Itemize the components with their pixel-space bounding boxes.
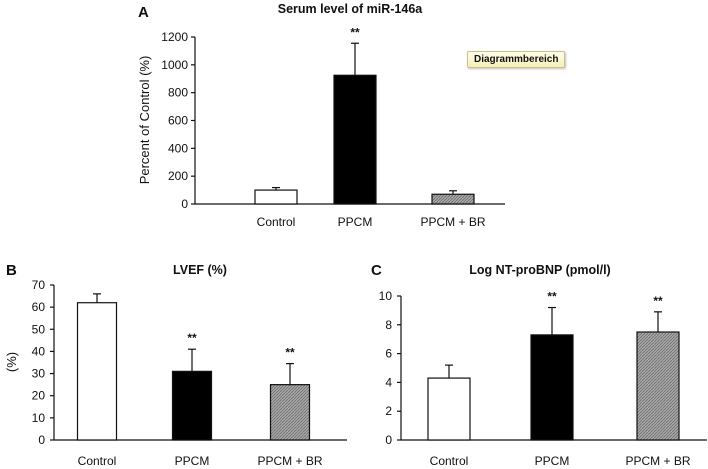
chart-c-significance: ** — [653, 294, 663, 308]
chart-b-title: LVEF (%) — [173, 263, 227, 277]
chart-a-bar — [254, 189, 298, 205]
chart-a-y-tick-label: 0 — [181, 197, 188, 211]
chart-a-y-tick-label: 1200 — [161, 30, 188, 44]
chart-c-category-label: PPCM + BR — [625, 454, 690, 468]
chart-c-y-tick-label: 10 — [379, 289, 393, 303]
chart-c-bar — [530, 334, 574, 441]
chart-c-title: Log NT-proBNP (pmol/l) — [469, 263, 610, 277]
chart-a-category-label: PPCM — [338, 215, 373, 229]
chart-a-bar — [333, 74, 377, 205]
chart-a-y-axis-label: Percent of Control (%) — [137, 56, 152, 185]
chart-area-tooltip: Diagrammbereich — [467, 51, 566, 68]
panel-letter-a: A — [138, 4, 149, 21]
chart-c-y-tick-label: 0 — [385, 433, 392, 447]
chart-b-bar — [76, 302, 118, 441]
chart-a-significance: ** — [350, 25, 360, 39]
chart-a-y-tick-label: 800 — [168, 86, 188, 100]
chart-a-category-label: PPCM + BR — [420, 215, 485, 229]
chart-a-title: Serum level of miR-146a — [278, 2, 424, 16]
chart-c-significance: ** — [547, 290, 557, 304]
chart-c-y-tick-label: 6 — [385, 347, 392, 361]
chart-b-category-label: Control — [78, 454, 117, 468]
chart-c-y-tick-label: 8 — [385, 318, 392, 332]
chart-a-plot: 0 200 400 600 800 1000 1200 Control ** PPCM PPCM +… — [161, 25, 505, 229]
chart-a-y-tick-label: 600 — [168, 114, 188, 128]
chart-b-y-tick-label: 50 — [32, 322, 46, 336]
chart-a-y-tick-label: 1000 — [161, 58, 188, 72]
panel-letter-b: B — [6, 262, 17, 279]
chart-c-category-label: PPCM — [535, 454, 570, 468]
chart-b-bar — [269, 384, 311, 441]
chart-c-y-tick-label: 4 — [385, 375, 392, 389]
chart-b-category-label: PPCM + BR — [257, 454, 322, 468]
chart-b-y-tick-label: 10 — [32, 411, 46, 425]
chart-c-category-label: Control — [430, 454, 469, 468]
chart-b-significance: ** — [187, 331, 197, 345]
panel-letter-c: C — [371, 262, 382, 279]
chart-b-y-tick-label: 60 — [32, 300, 46, 314]
chart-b-y-tick-label: 20 — [32, 389, 46, 403]
chart-b-bar — [171, 370, 213, 441]
chart-a-y-tick-label: 400 — [168, 141, 188, 155]
chart-c-plot: 0 2 4 6 8 10 Control ** PPCM ** PPCM + BR — [379, 289, 707, 468]
chart-b-y-axis-label: (%) — [4, 352, 19, 372]
chart-b-plot: 0 10 20 30 40 50 60 70 Control ** PPCM ** PPCM + BR — [32, 278, 347, 468]
chart-c-y-tick-label: 2 — [385, 404, 392, 418]
chart-b-y-tick-label: 30 — [32, 367, 46, 381]
chart-b-significance: ** — [285, 346, 295, 360]
chart-a-y-tick-label: 200 — [168, 169, 188, 183]
chart-b-y-tick-label: 70 — [32, 278, 46, 292]
chart-c-bar — [427, 377, 471, 441]
chart-b-category-label: PPCM — [175, 454, 210, 468]
chart-a-category-label: Control — [257, 215, 296, 229]
chart-b-y-tick-label: 0 — [38, 433, 45, 447]
chart-b-y-tick-label: 40 — [32, 344, 46, 358]
chart-c-bar — [636, 331, 680, 441]
chart-a-bar — [431, 193, 475, 205]
